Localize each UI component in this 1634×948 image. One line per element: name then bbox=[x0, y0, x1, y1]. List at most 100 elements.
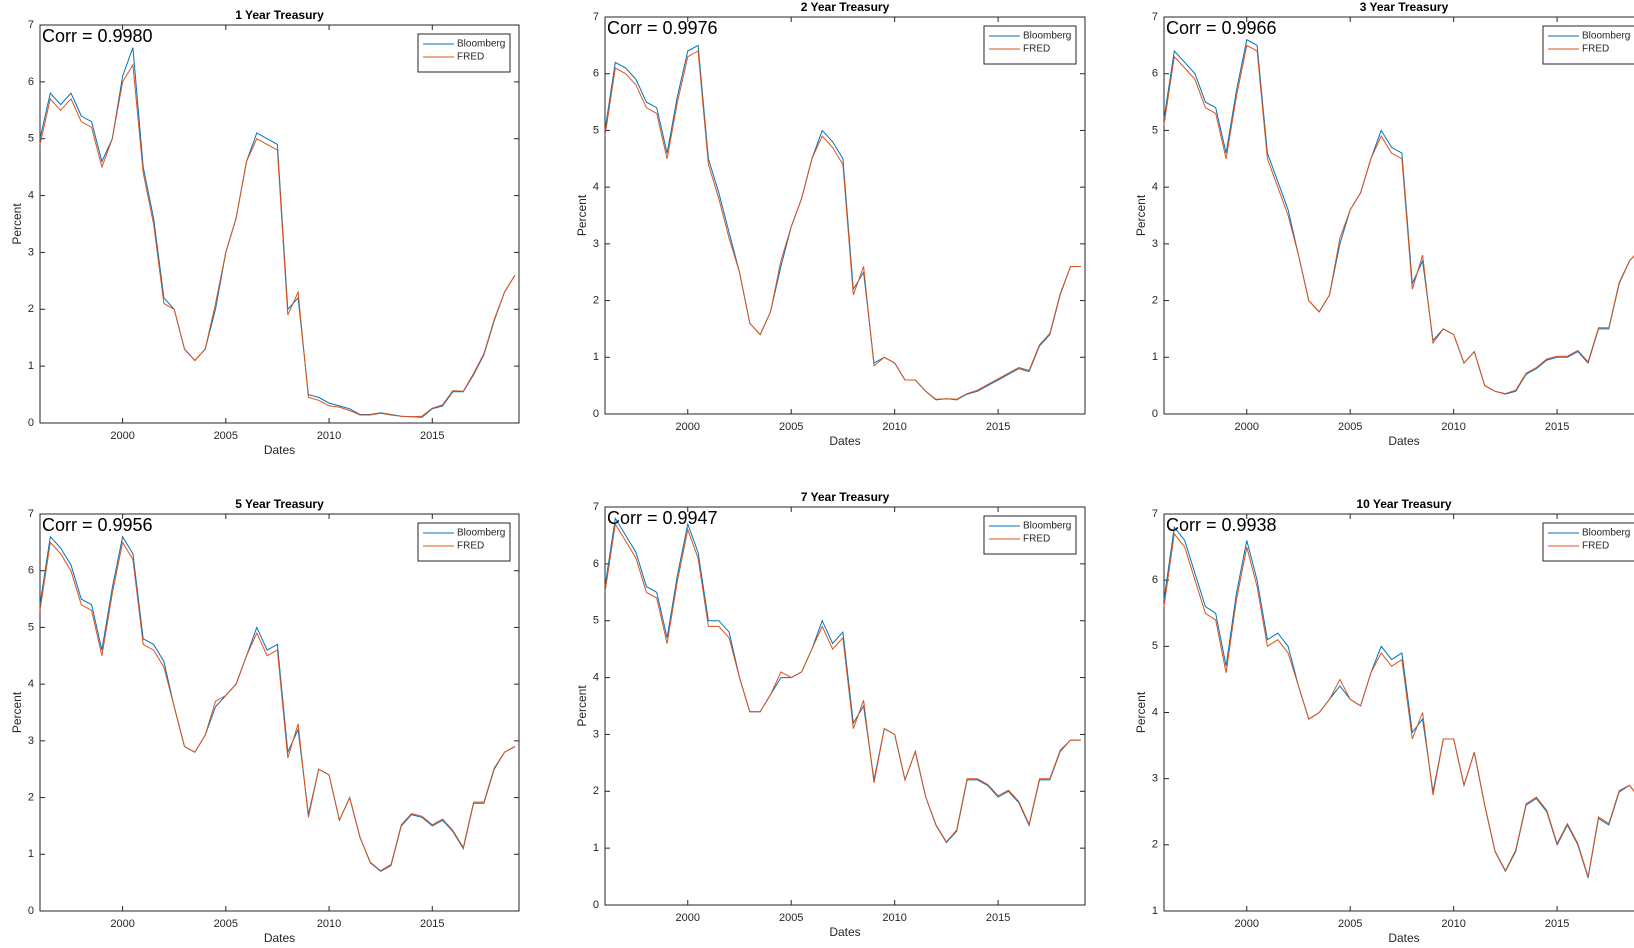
y-tick-label: 7 bbox=[1152, 11, 1158, 23]
annotation: Corr = 0.9956 bbox=[42, 515, 153, 535]
y-tick-label: 2 bbox=[1152, 839, 1158, 851]
x-tick-label: 2000 bbox=[676, 912, 700, 924]
series-line bbox=[39, 541, 516, 872]
x-tick-label: 2015 bbox=[986, 421, 1010, 433]
series-line bbox=[604, 44, 1081, 401]
axes-box bbox=[39, 24, 520, 424]
y-tick-label: 7 bbox=[593, 501, 599, 513]
series-line bbox=[1163, 525, 1634, 879]
x-tick-label: 2010 bbox=[317, 430, 341, 442]
annotation: Corr = 0.9980 bbox=[42, 26, 153, 46]
y-tick-label: 7 bbox=[593, 11, 599, 23]
y-tick-label: 6 bbox=[28, 76, 34, 88]
y-tick-label: 1 bbox=[28, 360, 34, 372]
chart-title: 2 Year Treasury bbox=[801, 0, 890, 14]
legend-label: Bloomberg bbox=[457, 39, 505, 50]
subplot: 0 1 2 3 4 5 6 7 2000 2005 2010 2015 5 Year Treasury D… bbox=[10, 497, 520, 945]
y-tick-label: 2 bbox=[28, 791, 34, 803]
y-tick-label: 5 bbox=[593, 615, 599, 627]
series-line bbox=[39, 535, 516, 872]
legend-label: FRED bbox=[1582, 541, 1609, 552]
y-tick-label: 4 bbox=[1152, 706, 1158, 718]
x-tick-label: 2010 bbox=[1441, 918, 1465, 930]
x-axis-label: Dates bbox=[264, 443, 295, 457]
y-tick-label: 6 bbox=[28, 565, 34, 577]
y-tick-label: 5 bbox=[1152, 640, 1158, 652]
y-tick-label: 1 bbox=[593, 351, 599, 363]
annotation: Corr = 0.9976 bbox=[607, 18, 718, 38]
series-line bbox=[604, 522, 1081, 843]
legend-label: FRED bbox=[1582, 44, 1609, 55]
series-line bbox=[1163, 38, 1634, 395]
series-line bbox=[39, 47, 516, 418]
x-tick-label: 2005 bbox=[214, 430, 238, 442]
y-tick-label: 1 bbox=[1152, 351, 1158, 363]
chart-title: 7 Year Treasury bbox=[801, 490, 890, 504]
x-tick-label: 2010 bbox=[882, 912, 906, 924]
x-tick-label: 2000 bbox=[110, 430, 134, 442]
y-tick-label: 0 bbox=[28, 905, 34, 917]
chart-title: 10 Year Treasury bbox=[1356, 497, 1452, 511]
x-tick-label: 2010 bbox=[882, 421, 906, 433]
y-tick-label: 2 bbox=[593, 294, 599, 306]
subplot: 0 1 2 3 4 5 6 7 2000 2005 2010 2015 1 Year Treasury D… bbox=[10, 8, 520, 457]
x-tick-label: 2015 bbox=[420, 918, 444, 930]
annotation: Corr = 0.9938 bbox=[1166, 515, 1277, 535]
y-tick-label: 3 bbox=[28, 735, 34, 747]
legend-box bbox=[983, 25, 1077, 65]
x-tick-label: 2005 bbox=[1338, 918, 1362, 930]
y-tick-label: 4 bbox=[593, 181, 599, 193]
subplot: 0 1 2 3 4 5 6 7 2000 2005 2010 2015 7 Year Treasury D… bbox=[575, 490, 1086, 939]
y-axis-label: Percent bbox=[575, 194, 589, 236]
legend-box bbox=[1542, 25, 1634, 65]
axes-box bbox=[604, 506, 1086, 906]
y-tick-label: 1 bbox=[1152, 905, 1158, 917]
y-tick-label: 3 bbox=[593, 238, 599, 250]
y-tick-label: 7 bbox=[1152, 508, 1158, 520]
series-line bbox=[604, 516, 1081, 844]
axes-box bbox=[1163, 16, 1634, 415]
y-tick-label: 0 bbox=[1152, 408, 1158, 420]
y-tick-label: 5 bbox=[28, 133, 34, 145]
legend-label: Bloomberg bbox=[457, 528, 505, 539]
y-tick-label: 0 bbox=[28, 417, 34, 429]
legend-label: Bloomberg bbox=[1582, 31, 1630, 42]
x-tick-label: 2000 bbox=[110, 918, 134, 930]
series-line bbox=[39, 63, 516, 418]
y-tick-label: 4 bbox=[28, 678, 34, 690]
x-tick-label: 2005 bbox=[779, 912, 803, 924]
y-tick-label: 2 bbox=[1152, 294, 1158, 306]
annotation: Corr = 0.9966 bbox=[1166, 18, 1277, 38]
legend-label: Bloomberg bbox=[1023, 521, 1071, 532]
x-tick-label: 2015 bbox=[1545, 421, 1569, 433]
legend-label: FRED bbox=[457, 541, 484, 552]
x-tick-label: 2005 bbox=[779, 421, 803, 433]
chart-title: 3 Year Treasury bbox=[1360, 0, 1449, 14]
axes-box bbox=[604, 16, 1086, 415]
y-axis-label: Percent bbox=[575, 685, 589, 727]
x-axis-label: Dates bbox=[829, 925, 860, 939]
series-line bbox=[604, 50, 1081, 400]
y-tick-label: 6 bbox=[1152, 574, 1158, 586]
y-tick-label: 5 bbox=[1152, 124, 1158, 136]
chart-title: 1 Year Treasury bbox=[235, 8, 324, 22]
legend-box bbox=[1542, 522, 1634, 562]
y-tick-label: 3 bbox=[1152, 773, 1158, 785]
series-line bbox=[1163, 532, 1634, 877]
y-tick-label: 6 bbox=[593, 558, 599, 570]
legend-label: FRED bbox=[1023, 44, 1050, 55]
y-axis-label: Percent bbox=[1134, 194, 1148, 236]
x-tick-label: 2015 bbox=[986, 912, 1010, 924]
y-tick-label: 3 bbox=[1152, 238, 1158, 250]
x-axis-label: Dates bbox=[1388, 931, 1419, 945]
axes-box bbox=[39, 513, 520, 912]
annotation: Corr = 0.9947 bbox=[607, 508, 718, 528]
legend-label: FRED bbox=[1023, 534, 1050, 545]
y-tick-label: 4 bbox=[593, 671, 599, 683]
legend-label: FRED bbox=[457, 52, 484, 63]
axes-box bbox=[1163, 513, 1634, 912]
y-tick-label: 3 bbox=[593, 728, 599, 740]
x-tick-label: 2010 bbox=[1441, 421, 1465, 433]
